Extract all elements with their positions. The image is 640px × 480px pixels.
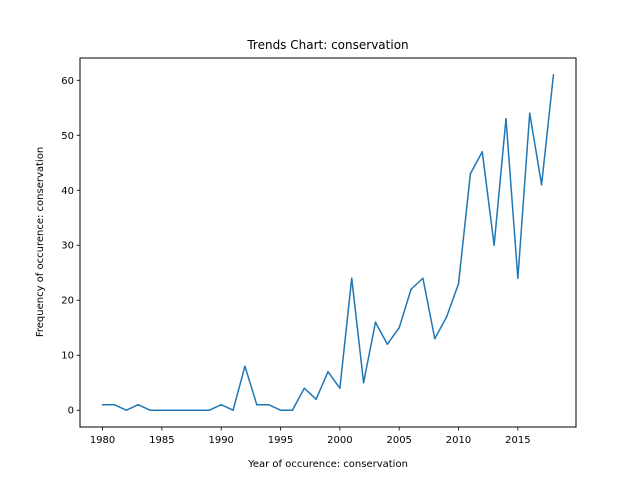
data-point: [315, 398, 317, 400]
x-tick-label: 1990: [208, 435, 233, 446]
data-point: [386, 343, 389, 345]
y-tick-label: 0: [68, 406, 74, 417]
data-point: [540, 184, 543, 186]
y-tick-label: 40: [61, 186, 74, 197]
data-point: [350, 277, 353, 279]
data-point: [196, 409, 199, 411]
chart-title: Trends Chart: conservation: [246, 38, 408, 52]
x-tick-label: 2005: [386, 435, 411, 446]
x-tick-label: 1995: [268, 435, 293, 446]
data-point: [434, 337, 436, 340]
data-point: [291, 409, 294, 411]
data-point: [374, 321, 377, 323]
data-point: [232, 409, 234, 411]
data-point: [149, 409, 151, 411]
data-point: [517, 277, 519, 279]
y-tick-label: 30: [61, 241, 74, 252]
data-point: [422, 277, 424, 279]
data-point: [398, 326, 400, 329]
data-point: [220, 403, 222, 406]
x-tick-label: 1980: [90, 435, 115, 446]
data-point: [244, 365, 246, 367]
data-point: [528, 112, 531, 115]
y-tick-label: 60: [61, 76, 74, 87]
data-point: [339, 387, 341, 389]
data-point: [125, 409, 128, 411]
data-point: [137, 403, 139, 406]
data-point: [172, 409, 175, 411]
data-point: [469, 173, 472, 175]
data-point: [303, 387, 306, 389]
data-point: [161, 409, 163, 411]
data-point: [505, 118, 507, 120]
y-tick-label: 10: [61, 351, 74, 362]
data-point: [445, 315, 448, 318]
plot-area: 1980 1985 1990 1995 2000 2005 2010 2015 0 10 20 30 4…: [61, 74, 555, 446]
data-point: [410, 288, 412, 290]
data-point: [457, 282, 460, 285]
x-tick-label: 1985: [149, 435, 174, 446]
x-axis-title: Year of occurence: conservation: [247, 459, 408, 470]
data-point: [113, 403, 116, 406]
axes-frame: [79, 57, 577, 428]
data-point: [493, 244, 495, 246]
data-point: [481, 151, 484, 153]
data-point: [552, 74, 555, 76]
data-point: [327, 370, 329, 373]
y-tick-label: 50: [61, 131, 74, 142]
data-point: [256, 403, 258, 406]
x-tick-label: 2015: [505, 435, 530, 446]
x-tick-label: 2000: [327, 435, 352, 446]
data-point: [208, 409, 211, 411]
y-tick-label: 20: [61, 296, 74, 307]
data-point: [101, 403, 104, 406]
data-point: [279, 409, 282, 411]
data-point: [267, 403, 270, 406]
y-axis-title: Frequency of occurence: conservation: [35, 147, 46, 337]
data-point: [362, 381, 365, 384]
data-point: [184, 409, 187, 411]
x-tick-label: 2010: [446, 435, 471, 446]
